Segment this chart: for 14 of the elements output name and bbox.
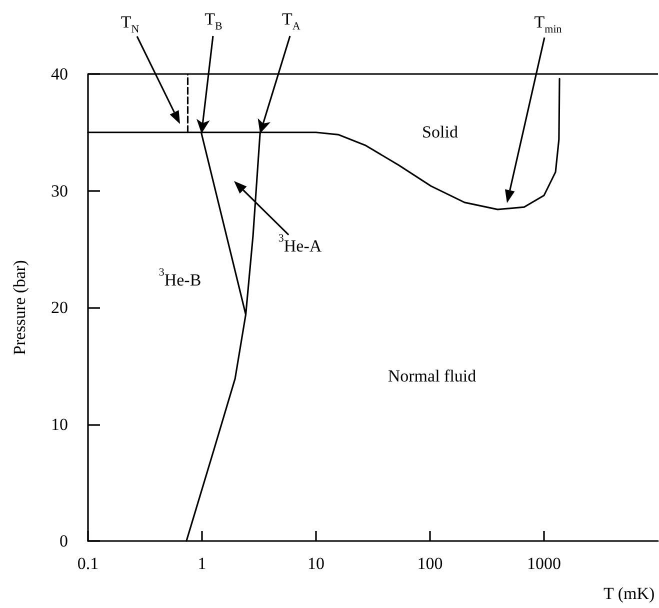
annotation: Solid xyxy=(422,122,458,142)
y-tick-label: 40 xyxy=(51,64,68,84)
y-tick-label: 10 xyxy=(51,414,68,434)
annotation: Normal fluid xyxy=(388,366,477,386)
y-tick-label: 30 xyxy=(51,181,68,200)
x-tick-label: 0.1 xyxy=(77,554,99,573)
x-tick-label: 10 xyxy=(308,554,324,573)
y-tick-label: 0 xyxy=(60,532,68,550)
y-tick-label: 20 xyxy=(51,298,68,317)
x-tick-label: 100 xyxy=(417,554,443,573)
y-axis-title: Pressure (bar) xyxy=(10,260,29,355)
x-tick-label: 1000 xyxy=(527,554,561,573)
x-tick-label: 1 xyxy=(198,554,206,573)
x-axis-title: T (mK) xyxy=(604,584,655,603)
